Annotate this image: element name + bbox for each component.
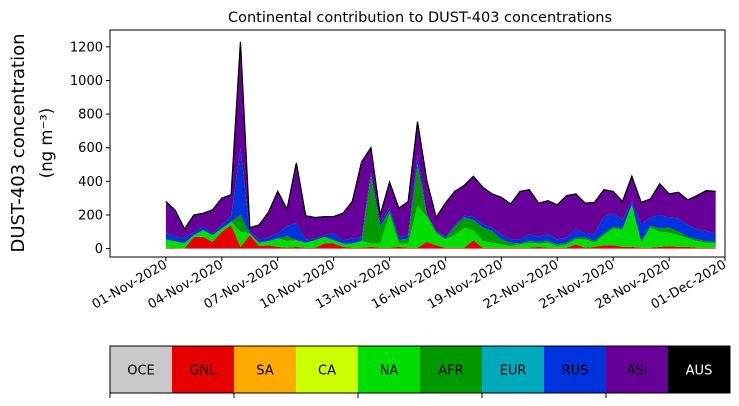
colorbar-legend: OCE GNL SA CA NA AFR EUR RUS ASI AUS — [109, 345, 731, 398]
colorbar-label: OCE — [127, 364, 155, 379]
area-series-na — [165, 204, 716, 249]
y-axis-label-line1: DUST-403 concentration — [8, 33, 29, 252]
y-tick-label: 800 — [78, 108, 103, 123]
x-axis: 01-Nov-202004-Nov-202007-Nov-202010-Nov-… — [90, 257, 729, 313]
colorbar-swatch-rus — [544, 346, 607, 393]
chart-title: Continental contribution to DUST-403 con… — [228, 10, 612, 26]
colorbar-label: RUS — [562, 364, 589, 379]
y-tick-label: 200 — [78, 208, 103, 223]
colorbar-label: EUR — [500, 364, 527, 379]
colorbar-label: AFR — [438, 364, 463, 379]
colorbar-label: GNL — [189, 364, 217, 379]
colorbar-swatch-na — [358, 346, 421, 393]
y-axis: 0 200 400 600 800 1000 1200 — [70, 40, 110, 257]
colorbar-label: ASI — [627, 364, 648, 379]
y-tick-label: 400 — [78, 175, 103, 190]
colorbar-label: SA — [256, 364, 273, 379]
colorbar-label: NA — [380, 364, 399, 379]
colorbar-swatch-asi — [606, 346, 669, 393]
y-tick-label: 600 — [78, 141, 103, 156]
colorbar-swatch-gnl — [172, 346, 235, 393]
colorbar-swatch-ca — [296, 346, 359, 393]
stacked-areas — [165, 41, 716, 249]
area-series-asi — [165, 41, 716, 241]
colorbar-swatch-sa — [234, 346, 297, 393]
y-axis-label: DUST-403 concentration (ng m⁻³) — [8, 33, 56, 252]
y-axis-label-line2: (ng m⁻³) — [37, 108, 56, 178]
colorbar-swatch-eur — [482, 346, 545, 393]
colorbar-label: AUS — [686, 364, 713, 379]
plot-frame — [109, 29, 726, 258]
y-tick-label: 1200 — [70, 40, 103, 55]
y-tick-label: 1000 — [70, 74, 103, 89]
colorbar-swatch-afr — [420, 346, 483, 393]
y-tick-label: 0 — [95, 242, 103, 257]
total-outline — [165, 41, 716, 231]
colorbar-swatch-oce — [110, 346, 173, 393]
colorbar-frame — [109, 345, 731, 394]
colorbar-swatch-aus — [668, 346, 731, 393]
area-series-gnl — [165, 225, 716, 249]
colorbar-label: CA — [318, 364, 336, 379]
